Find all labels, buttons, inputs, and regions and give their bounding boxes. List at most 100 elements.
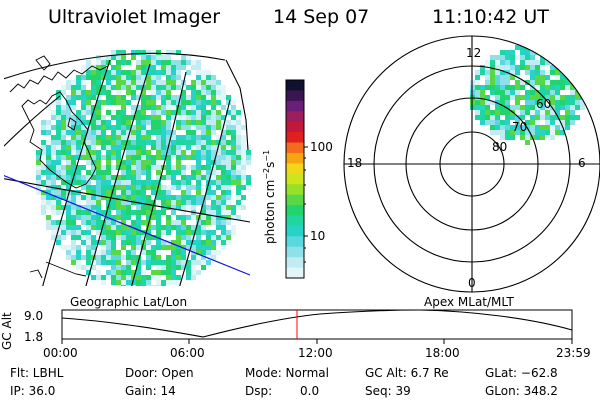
emission-pixel <box>71 235 76 240</box>
emission-pixel <box>156 50 161 55</box>
emission-pixel <box>36 175 41 180</box>
emission-pixel <box>171 180 176 185</box>
colorbar-cell <box>286 80 304 92</box>
emission-pixel <box>136 160 141 165</box>
emission-pixel <box>151 250 156 255</box>
emission-pixel <box>525 55 530 60</box>
emission-pixel <box>206 70 211 75</box>
emission-pixel <box>515 90 520 95</box>
emission-pixel <box>81 195 86 200</box>
emission-pixel <box>525 105 530 110</box>
time-label-1200: 12:00 <box>298 346 333 360</box>
emission-pixel <box>206 135 211 140</box>
emission-pixel <box>96 200 101 205</box>
emission-pixel <box>86 95 91 100</box>
emission-pixel <box>116 95 121 100</box>
emission-pixel <box>236 165 241 170</box>
emission-pixel <box>575 70 580 75</box>
emission-pixel <box>151 50 156 55</box>
emission-pixel <box>201 230 206 235</box>
emission-pixel <box>146 80 151 85</box>
emission-pixel <box>86 225 91 230</box>
emission-pixel <box>530 50 535 55</box>
emission-pixel <box>106 135 111 140</box>
emission-pixel <box>151 75 156 80</box>
emission-pixel <box>176 165 181 170</box>
emission-pixel <box>226 120 231 125</box>
emission-pixel <box>126 60 131 65</box>
emission-pixel <box>116 285 121 286</box>
emission-pixel <box>151 55 156 60</box>
emission-pixel <box>61 220 66 225</box>
emission-pixel <box>201 150 206 155</box>
emission-pixel <box>76 125 81 130</box>
emission-pixel <box>146 255 151 260</box>
emission-pixel <box>91 265 96 270</box>
emission-pixel <box>555 75 560 80</box>
emission-pixel <box>191 80 196 85</box>
emission-pixel <box>141 220 146 225</box>
emission-pixel <box>151 230 156 235</box>
mlt-label-0: 0 <box>468 276 476 290</box>
emission-pixel <box>545 115 550 120</box>
emission-pixel <box>540 70 545 75</box>
emission-pixel <box>475 85 480 90</box>
time-label: 11:10:42 UT <box>432 6 549 28</box>
emission-pixel <box>141 285 146 286</box>
emission-pixel <box>101 225 106 230</box>
emission-pixel <box>56 170 61 175</box>
emission-pixel <box>171 200 176 205</box>
emission-pixel <box>211 240 216 245</box>
emission-pixel <box>151 270 156 275</box>
emission-pixel <box>166 195 171 200</box>
emission-pixel <box>196 190 201 195</box>
emission-pixel <box>181 260 186 265</box>
emission-pixel <box>146 125 151 130</box>
emission-pixel <box>76 130 81 135</box>
emission-pixel <box>226 215 231 220</box>
emission-pixel <box>211 105 216 110</box>
emission-pixel <box>91 65 96 70</box>
emission-pixel <box>81 65 86 70</box>
emission-pixel <box>490 80 495 85</box>
emission-pixel <box>166 125 171 130</box>
emission-pixel <box>211 125 216 130</box>
emission-pixel <box>525 65 530 70</box>
emission-pixel <box>515 105 520 110</box>
emission-pixel <box>535 95 540 100</box>
emission-pixel <box>221 210 226 215</box>
emission-pixel <box>550 90 555 95</box>
emission-pixel <box>196 60 201 65</box>
emission-pixel <box>181 220 186 225</box>
emission-pixel <box>61 130 66 135</box>
emission-pixel <box>101 170 106 175</box>
emission-pixel <box>121 115 126 120</box>
emission-pixel <box>151 215 156 220</box>
emission-pixel <box>485 110 490 115</box>
emission-pixel <box>166 185 171 190</box>
emission-pixel <box>111 110 116 115</box>
emission-pixel <box>530 125 535 130</box>
emission-pixel <box>510 125 515 130</box>
emission-pixel <box>206 145 211 150</box>
emission-pixel <box>61 225 66 230</box>
emission-pixel <box>106 200 111 205</box>
emission-pixel <box>56 240 61 245</box>
emission-pixel <box>206 205 211 210</box>
emission-pixel <box>211 100 216 105</box>
emission-pixel <box>191 170 196 175</box>
emission-pixel <box>196 225 201 230</box>
emission-pixel <box>530 80 535 85</box>
emission-pixel <box>206 165 211 170</box>
emission-pixel <box>231 210 236 215</box>
emission-pixel <box>121 195 126 200</box>
emission-pixel <box>515 55 520 60</box>
emission-pixel <box>71 155 76 160</box>
emission-pixel <box>515 45 520 50</box>
emission-pixel <box>66 130 71 135</box>
emission-pixel <box>131 200 136 205</box>
emission-pixel <box>131 55 136 60</box>
emission-pixel <box>151 165 156 170</box>
emission-pixel <box>136 240 141 245</box>
emission-pixel <box>495 115 500 120</box>
